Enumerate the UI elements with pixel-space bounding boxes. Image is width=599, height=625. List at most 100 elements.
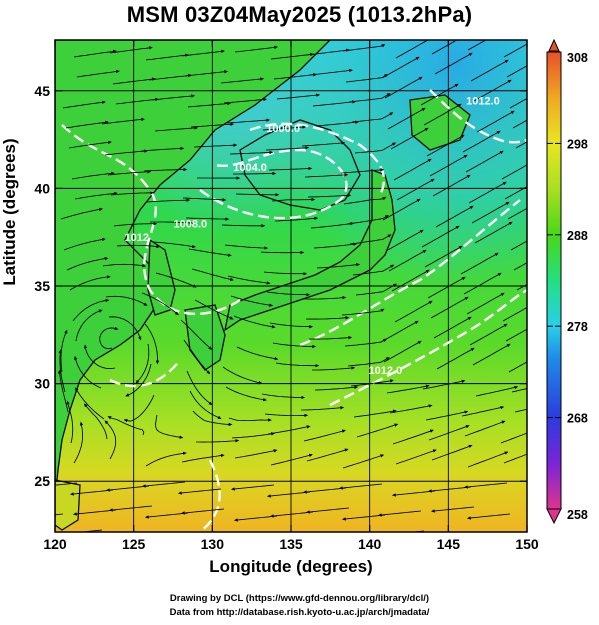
streamline (66, 400, 74, 444)
x-axis-label: Longitude (degrees) (209, 557, 373, 576)
streamline (436, 347, 475, 370)
streamline (463, 272, 502, 295)
streamline (341, 308, 385, 316)
streamline (181, 49, 225, 57)
streamline (460, 252, 499, 275)
streamline (471, 201, 510, 224)
streamline (348, 93, 391, 103)
x-tick-label: 130 (201, 536, 225, 552)
x-tick-label: 140 (358, 536, 382, 552)
colorbar-tick-label: 288 (567, 229, 588, 243)
streamline (350, 379, 394, 387)
streamline (435, 205, 474, 228)
colorbar-tick-label: 278 (567, 320, 588, 334)
streamline (312, 100, 357, 107)
streamline (389, 404, 433, 414)
streamline (123, 394, 155, 423)
streamline (102, 263, 147, 268)
streamline (509, 97, 527, 109)
streamline (68, 140, 112, 149)
streamline (145, 53, 189, 61)
streamline (105, 295, 148, 306)
streamline (146, 198, 191, 203)
streamline (226, 118, 271, 124)
streamline (514, 408, 527, 413)
streamline (305, 316, 350, 320)
streamline (77, 529, 103, 532)
streamline (115, 97, 159, 105)
streamline (231, 432, 275, 439)
colorbar-tick-label: 268 (567, 412, 588, 426)
streamline (264, 413, 309, 418)
streamline (476, 110, 515, 133)
streamline (338, 483, 383, 490)
streamline (141, 481, 186, 488)
streamline (125, 363, 152, 397)
credit-data-source: Data from http://database.rish.kyoto-u.a… (169, 607, 430, 618)
streamline (340, 168, 385, 174)
streamline (513, 262, 527, 271)
streamline (189, 390, 222, 419)
streamline (384, 76, 423, 99)
streamline (431, 444, 473, 461)
colorbar-tick-label: 308 (567, 51, 588, 65)
streamline (149, 533, 191, 537)
streamline (429, 154, 468, 177)
streamline (148, 73, 192, 81)
streamline (154, 126, 199, 132)
streamline (222, 366, 263, 385)
streamline (345, 74, 389, 83)
streamline (185, 217, 230, 221)
streamline (421, 225, 460, 248)
streamline (74, 191, 118, 200)
streamline (221, 536, 263, 540)
streamline (470, 59, 509, 82)
streamline (268, 166, 313, 171)
x-tick-label: 125 (122, 536, 146, 552)
streamline (229, 150, 274, 155)
streamline (462, 130, 501, 153)
streamline (396, 178, 435, 201)
streamline (383, 340, 422, 363)
streamline (306, 48, 350, 56)
streamline (503, 43, 527, 58)
streamline (267, 425, 311, 435)
streamline (196, 439, 240, 443)
streamline (236, 346, 279, 361)
streamline (432, 174, 471, 197)
streamline (346, 215, 389, 225)
streamline (265, 146, 310, 151)
streamline (316, 262, 361, 269)
streamline (83, 403, 108, 440)
streamline (467, 40, 487, 51)
streamline (271, 197, 316, 202)
streamline (150, 221, 194, 225)
streamline (107, 416, 145, 436)
streamline (466, 513, 511, 520)
streamline (356, 423, 399, 438)
streamline (315, 120, 360, 127)
streamline (461, 405, 505, 417)
streamline (427, 276, 466, 299)
streamline (309, 68, 353, 76)
streamline (107, 170, 152, 176)
streamline (306, 448, 349, 462)
streamline (60, 207, 104, 220)
streamline (73, 49, 117, 58)
streamline (344, 338, 388, 347)
isobar-label: 1004.0 (233, 162, 267, 174)
isobar-label: 1012.0 (466, 95, 500, 107)
streamline (393, 158, 432, 181)
streamline (347, 357, 390, 367)
streamline (310, 222, 354, 229)
streamline (472, 343, 511, 366)
streamline (184, 70, 229, 77)
y-tick-label: 40 (34, 180, 50, 196)
streamline (433, 316, 472, 339)
chart-title: MSM 03Z04May2025 (1013.2hPa) (126, 2, 473, 27)
streamline (116, 244, 161, 249)
streamline (74, 355, 102, 389)
streamline (192, 410, 233, 427)
streamline (104, 420, 117, 460)
